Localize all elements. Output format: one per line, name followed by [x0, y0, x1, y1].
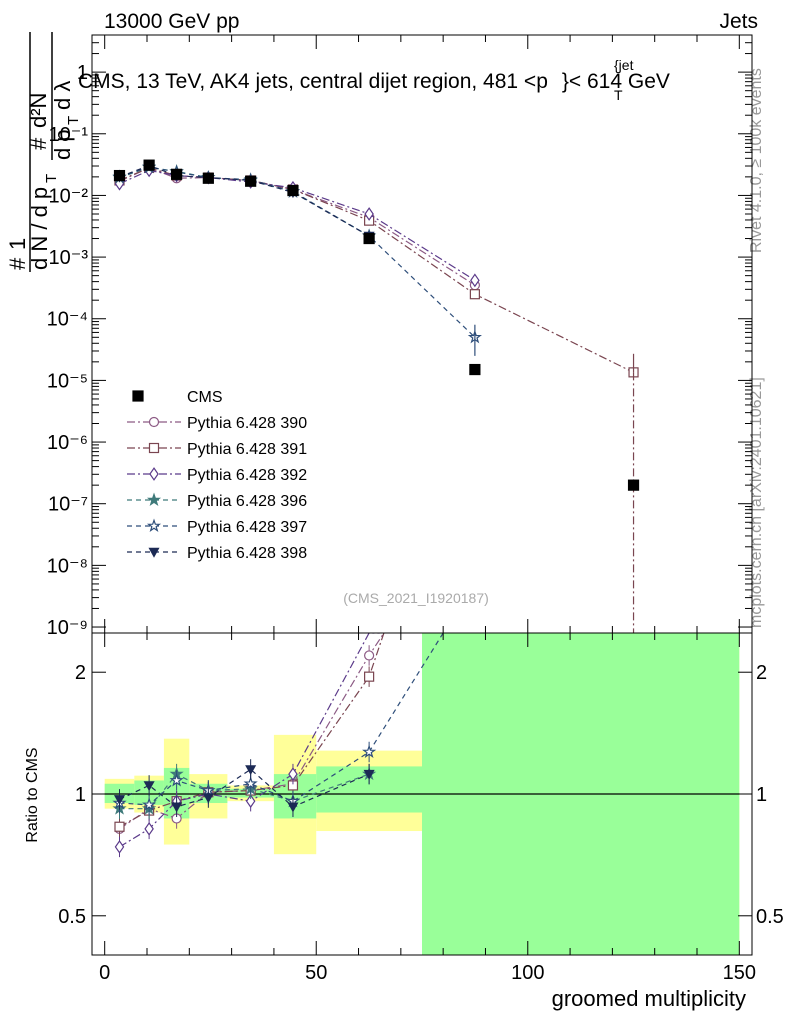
main-y-tick-label: 10⁻³: [49, 247, 89, 269]
svg-text:d λ: d λ: [50, 81, 75, 110]
header-right: Jets: [719, 10, 758, 33]
ratio-series-point-5: [143, 781, 155, 792]
svg-text:d²N: d²N: [26, 93, 51, 128]
legend-label-cms: CMS: [187, 389, 223, 406]
svg-text:d p: d p: [50, 129, 75, 160]
legend-label-1: Pythia 6.428 391: [187, 441, 307, 458]
legend-marker-3: [146, 492, 162, 507]
legend-label-4: Pythia 6.428 397: [187, 519, 307, 536]
svg-text:CMS, 13 TeV, AK4 jets, central: CMS, 13 TeV, AK4 jets, central dijet reg…: [78, 70, 670, 93]
legend-marker-1: [148, 442, 160, 454]
ratio-series-point-5: [245, 765, 257, 776]
ratio-y-axis-title: Ratio to CMS: [24, 747, 41, 842]
main-y-tick-label: 10⁻⁶: [47, 432, 88, 454]
ratio-y-tick-label: 2: [75, 662, 86, 684]
series-point-2: [364, 207, 374, 221]
ratio-y-tick-label: 1: [75, 784, 86, 806]
ratio-series-point-0: [364, 650, 375, 661]
legend-label-0: Pythia 6.428 390: [187, 415, 307, 432]
x-axis-title: groomed multiplicity: [552, 986, 746, 1011]
svg-text:T: T: [65, 116, 82, 125]
cms-data-point: [469, 363, 481, 376]
series-line-5: [119, 164, 370, 237]
ratio-series-point-5: [202, 793, 214, 804]
cms-data-point: [627, 479, 640, 491]
ratio-series-point-5: [363, 769, 375, 780]
ratio-series-point-4: [169, 773, 184, 787]
header-left: 13000 GeV pp: [104, 10, 239, 33]
svg-text:T: T: [43, 174, 60, 183]
svg-text:T: T: [614, 87, 623, 103]
main-frame: [91, 34, 753, 634]
cms-data-point: [245, 175, 257, 187]
ratio-series-point-4: [362, 744, 377, 759]
legend-label-3: Pythia 6.428 396: [187, 493, 307, 510]
ratio-series-point-4: [243, 776, 258, 790]
ratio-y-tick-label: 0.5: [58, 906, 86, 928]
legend: CMS Pythia 6.428 390 Pythia 6.428 391 Pythi…: [127, 389, 307, 562]
ratio-series-point-1: [364, 671, 375, 682]
series-point-1: [469, 289, 480, 300]
series-line-1: [119, 167, 634, 373]
legend-marker-0: [148, 416, 160, 428]
ratio-series-point-1: [114, 821, 125, 832]
main-y-axis-title: # 1 d N / d p T # d²N d p T d λ: [5, 32, 82, 272]
series-line-4: [119, 166, 476, 338]
x-tick-label: 0: [99, 962, 110, 984]
legend-marker-4: [146, 518, 162, 533]
main-y-tick-label: 10⁻¹: [49, 124, 89, 146]
ratio-y-tick-label-right: 0.5: [756, 906, 784, 928]
series-line-2: [119, 169, 476, 281]
main-y-tick-label: 10⁻⁵: [47, 370, 88, 392]
ratio-inner: [104, 633, 740, 955]
main-y-tick-label: 10⁻²: [49, 185, 89, 207]
legend-label-2: Pythia 6.428 392: [187, 467, 307, 484]
svg-text:#: #: [5, 257, 30, 270]
ratio-y-tick-label-right: 2: [756, 662, 767, 684]
legend-label-5: Pythia 6.428 398: [187, 545, 307, 562]
ratio-series-point-5: [171, 802, 183, 813]
legend-marker-2: [149, 467, 159, 481]
main-y-tick-label: 10⁻⁷: [48, 494, 88, 516]
cms-data-point: [287, 184, 299, 197]
cms-data-point: [363, 232, 375, 245]
legend-marker-5: [148, 547, 160, 558]
cms-data-point: [202, 172, 214, 184]
legend-marker-cms: [132, 390, 144, 402]
ratio-y-tick-label-right: 1: [756, 784, 767, 806]
svg-text:{jet: {jet: [614, 57, 634, 73]
cms-data-point: [171, 168, 183, 180]
x-tick-label: 50: [305, 962, 327, 984]
ratio-series-point-2: [288, 767, 298, 781]
ratio-series-point-4: [142, 797, 157, 811]
main-y-tick-label: 10⁻⁸: [47, 555, 88, 577]
ratio-series-line-0: [119, 633, 385, 830]
main-plot-title: CMS, 13 TeV, AK4 jets, central dijet reg…: [78, 57, 670, 103]
ratio-series-point-5: [287, 802, 299, 813]
side-label-top: Rivet 4.1.0, ≥ 100k events: [748, 68, 765, 253]
ratio-series-point-2: [144, 821, 154, 836]
ratio-plot-area: 0.5 0.5 1 1 2 2 0 50 100 150: [58, 632, 784, 984]
main-plot-area: 1 10⁻¹ 10⁻² 10⁻³ 10⁻⁴ 10⁻⁵ 10⁻⁶ 10⁻⁷ 10⁻⁸ 10⁻⁹: [47, 34, 753, 639]
ratio-series-line-4: [119, 633, 444, 806]
main-y-tick-label: 10⁻⁴: [47, 309, 88, 331]
svg-text:1: 1: [5, 238, 30, 250]
series-point-2: [470, 273, 480, 288]
ratio-series-point-5: [113, 795, 126, 806]
ratio-series-point-2: [245, 794, 256, 809]
main-y-tick-label: 10⁻⁹: [47, 617, 88, 639]
svg-text:#: #: [26, 137, 51, 150]
svg-text:d N / d p: d N / d p: [27, 187, 52, 270]
cms-data-point: [113, 169, 126, 182]
x-tick-label: 150: [723, 962, 756, 984]
cms-data-point: [143, 159, 155, 171]
x-tick-label: 100: [511, 962, 544, 984]
main-y-tick-label: 1: [77, 62, 88, 84]
ratio-series-point-2: [114, 840, 125, 854]
analysis-watermark: (CMS_2021_I1920187): [343, 590, 489, 606]
